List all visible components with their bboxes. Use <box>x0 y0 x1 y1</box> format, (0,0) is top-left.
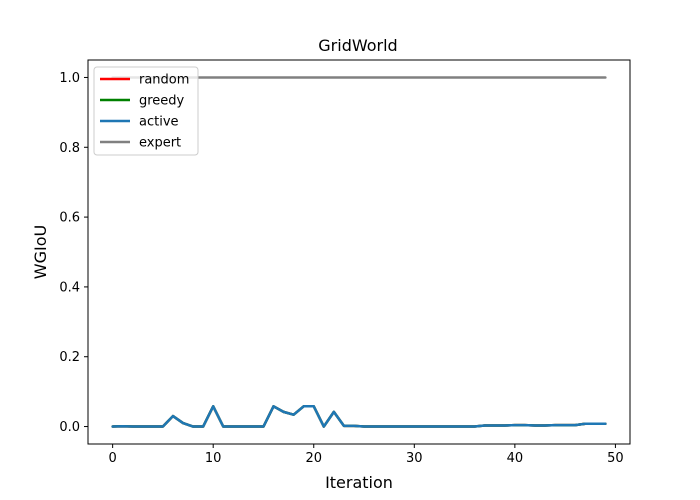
x-axis-label: Iteration <box>325 473 393 492</box>
y-tick-label: 0.6 <box>59 211 80 226</box>
y-tick-label: 0.0 <box>59 420 80 435</box>
y-axis-ticks: 0.0 0.2 0.4 0.6 0.8 1.0 <box>59 71 88 435</box>
legend: random greedy active expert <box>93 66 199 156</box>
y-tick-label: 0.4 <box>59 280 80 295</box>
legend-label-expert: expert <box>139 136 181 151</box>
series-line-active <box>111 405 607 428</box>
x-tick-label: 10 <box>205 451 222 466</box>
y-axis-label: WGIoU <box>31 225 50 279</box>
x-axis-ticks: 0 10 20 30 40 50 <box>108 444 624 466</box>
legend-label-active: active <box>139 115 179 130</box>
x-tick-label: 40 <box>507 451 524 466</box>
x-tick-label: 50 <box>607 451 624 466</box>
legend-label-random: random <box>139 73 189 88</box>
y-tick-label: 1.0 <box>59 71 80 86</box>
x-tick-label: 20 <box>305 451 322 466</box>
legend-label-greedy: greedy <box>139 94 185 109</box>
x-tick-label: 0 <box>108 451 116 466</box>
legend-box <box>93 66 199 156</box>
y-tick-label: 0.2 <box>59 350 80 365</box>
x-tick-label: 30 <box>406 451 423 466</box>
chart-title: GridWorld <box>318 36 397 55</box>
legend-entries: random greedy active expert <box>100 73 189 151</box>
y-tick-label: 0.8 <box>59 141 80 156</box>
series-layer <box>111 76 607 428</box>
